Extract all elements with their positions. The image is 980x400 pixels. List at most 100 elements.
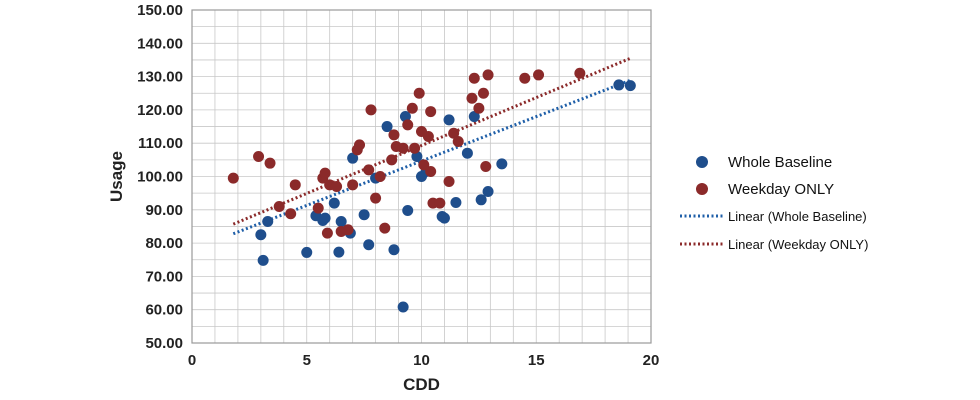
legend-marker-weekday-only	[696, 183, 708, 195]
trendline-whole-baseline	[232, 78, 631, 236]
point-weekday-only	[331, 180, 343, 192]
point-whole-baseline	[443, 114, 455, 126]
x-tick-label: 5	[303, 352, 311, 369]
point-weekday-only	[379, 222, 391, 234]
y-tick-label: 100.00	[137, 169, 183, 186]
point-weekday-only	[264, 157, 276, 169]
point-weekday-only	[422, 131, 434, 143]
point-whole-baseline	[262, 215, 274, 227]
y-tick-label: 90.00	[145, 202, 183, 219]
point-whole-baseline	[461, 147, 473, 159]
point-whole-baseline	[468, 111, 480, 123]
y-tick-label: 80.00	[145, 235, 183, 252]
point-weekday-only	[409, 142, 421, 154]
y-tick-label: 130.00	[137, 69, 183, 86]
legend: Whole Baseline Weekday ONLY Linear (Whol…	[680, 154, 868, 252]
x-tick-label: 20	[643, 352, 660, 369]
point-weekday-only	[347, 179, 359, 191]
point-whole-baseline	[388, 244, 400, 256]
points-layer	[227, 67, 636, 313]
point-weekday-only	[253, 151, 265, 163]
point-weekday-only	[388, 129, 400, 141]
point-weekday-only	[312, 202, 324, 214]
point-weekday-only	[273, 200, 285, 212]
y-axis-title: Usage	[107, 151, 126, 202]
point-whole-baseline	[411, 151, 423, 163]
point-whole-baseline	[333, 246, 345, 258]
point-weekday-only	[533, 69, 545, 81]
x-axis-title: CDD	[403, 375, 440, 394]
y-tick-label: 50.00	[145, 335, 183, 352]
point-weekday-only	[519, 72, 531, 84]
point-whole-baseline	[402, 204, 414, 216]
x-tick-label: 0	[188, 352, 196, 369]
point-weekday-only	[397, 142, 409, 154]
point-weekday-only	[374, 171, 386, 182]
point-weekday-only	[574, 67, 586, 79]
point-whole-baseline	[363, 239, 375, 251]
y-tick-label: 60.00	[145, 302, 183, 319]
point-weekday-only	[448, 127, 460, 139]
legend-label-weekday-only: Weekday ONLY	[728, 181, 834, 198]
point-whole-baseline	[397, 301, 409, 313]
y-tick-label: 70.00	[145, 268, 183, 285]
y-tick-label: 120.00	[137, 102, 183, 119]
point-whole-baseline	[328, 197, 340, 209]
point-weekday-only	[319, 167, 331, 179]
point-whole-baseline	[399, 111, 411, 123]
point-weekday-only	[452, 136, 464, 148]
point-weekday-only	[473, 102, 485, 114]
point-whole-baseline	[358, 209, 370, 221]
point-weekday-only	[289, 179, 301, 191]
legend-label-whole-baseline: Whole Baseline	[728, 154, 832, 171]
point-weekday-only	[443, 175, 455, 187]
point-whole-baseline	[255, 229, 267, 241]
legend-marker-whole-baseline	[696, 156, 708, 168]
point-weekday-only	[354, 139, 366, 151]
point-whole-baseline	[496, 158, 508, 170]
point-weekday-only	[418, 159, 430, 171]
x-tick-label: 10	[413, 352, 430, 369]
point-weekday-only	[434, 197, 446, 209]
point-weekday-only	[342, 224, 354, 236]
point-whole-baseline	[335, 215, 347, 227]
point-weekday-only	[425, 166, 437, 178]
point-whole-baseline	[450, 196, 462, 208]
point-weekday-only	[402, 119, 414, 131]
point-weekday-only	[482, 69, 494, 81]
y-tick-label: 140.00	[137, 35, 183, 52]
point-weekday-only	[285, 208, 297, 220]
point-whole-baseline	[347, 152, 359, 164]
point-weekday-only	[370, 192, 382, 204]
point-whole-baseline	[613, 79, 625, 91]
point-whole-baseline	[482, 185, 494, 197]
point-weekday-only	[413, 87, 425, 99]
point-weekday-only	[321, 227, 333, 239]
grid-layer	[191, 9, 652, 344]
y-tick-label: 110.00	[138, 135, 183, 152]
point-weekday-only	[365, 104, 377, 116]
legend-label-linear-whole-baseline: Linear (Whole Baseline)	[728, 209, 867, 224]
y-tick-label: 150.00	[137, 2, 183, 19]
point-weekday-only	[363, 164, 375, 176]
point-weekday-only	[480, 161, 492, 173]
point-whole-baseline	[624, 80, 636, 92]
point-whole-baseline	[475, 194, 487, 206]
tick-labels: 0 5 10 15 20 50.00 60.00 70.00 80.00 90.00 100.00 1…	[137, 2, 659, 369]
point-weekday-only	[477, 87, 489, 99]
point-whole-baseline	[381, 121, 393, 133]
x-tick-label: 15	[528, 352, 545, 369]
point-whole-baseline	[301, 246, 313, 258]
point-weekday-only	[425, 106, 437, 118]
point-weekday-only	[227, 172, 239, 184]
point-weekday-only	[468, 72, 480, 84]
legend-label-linear-weekday-only: Linear (Weekday ONLY)	[728, 237, 868, 252]
point-whole-baseline	[319, 212, 331, 224]
plot-frame	[191, 9, 652, 344]
point-weekday-only	[466, 92, 478, 104]
point-whole-baseline	[257, 254, 269, 266]
point-weekday-only	[386, 154, 398, 166]
point-weekday-only	[406, 102, 418, 114]
trendline-layer	[232, 56, 631, 236]
